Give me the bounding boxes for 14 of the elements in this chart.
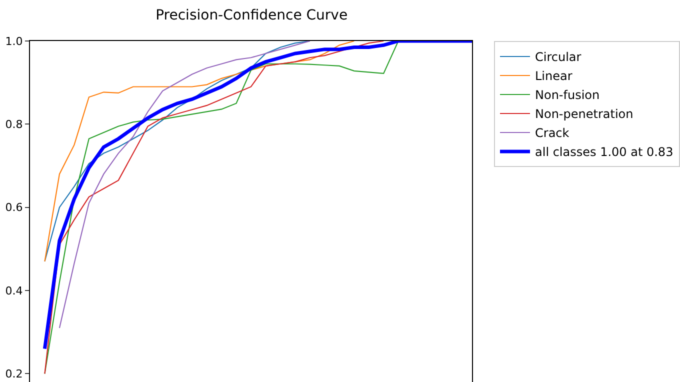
- legend-label: Non-fusion: [535, 88, 600, 102]
- y-tick-label: 0.6: [5, 201, 23, 214]
- y-tick-label: 1.0: [5, 34, 23, 48]
- y-tick-label: 0.2: [5, 368, 23, 381]
- legend-label: Crack: [535, 126, 570, 140]
- chart-title: Precision-Confidence Curve: [156, 7, 348, 24]
- line-series: [58, 41, 310, 328]
- legend-label: all classes 1.00 at 0.83: [535, 145, 674, 160]
- legend-label: Non-penetration: [535, 107, 634, 122]
- line-series: [42, 41, 472, 350]
- legend-label: Circular: [535, 50, 582, 64]
- y-tick-label: 0.4: [5, 284, 23, 298]
- y-tick-label: 0.8: [5, 118, 23, 132]
- legend-label: Linear: [535, 69, 572, 84]
